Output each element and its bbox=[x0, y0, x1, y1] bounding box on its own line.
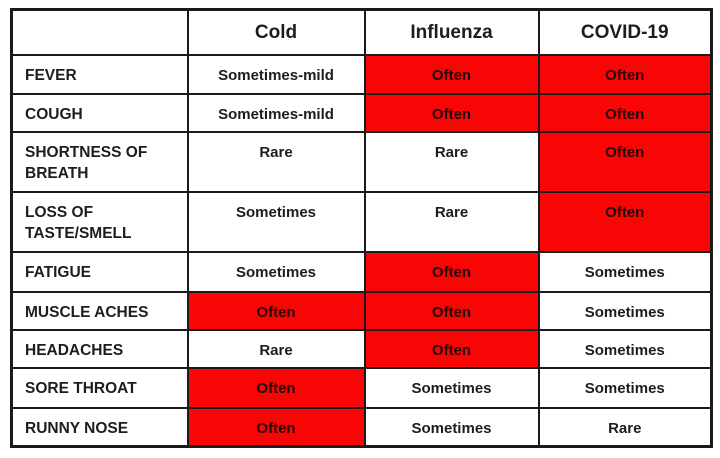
table-row-headaches: HEADACHES Rare Often Sometimes bbox=[10, 328, 713, 369]
cell-muscle-aches-covid19: Sometimes bbox=[537, 290, 713, 331]
row-label-runny-nose: RUNNY NOSE bbox=[10, 406, 189, 447]
cell-shortness-of-breath-covid19: Often bbox=[537, 130, 713, 193]
cell-fever-influenza: Often bbox=[363, 53, 540, 95]
cell-fatigue-covid19: Sometimes bbox=[537, 250, 713, 293]
cell-fever-cold: Sometimes-mild bbox=[186, 53, 366, 95]
table-row-fatigue: FATIGUE Sometimes Often Sometimes bbox=[10, 250, 713, 293]
table-row-runny-nose: RUNNY NOSE Often Sometimes Rare bbox=[10, 406, 713, 447]
table-row-cough: COUGH Sometimes-mild Often Often bbox=[10, 92, 713, 133]
cell-sore-throat-influenza: Sometimes bbox=[363, 366, 540, 409]
row-label-cough: COUGH bbox=[10, 92, 189, 133]
cell-headaches-covid19: Sometimes bbox=[537, 328, 713, 369]
cell-cough-influenza: Often bbox=[363, 92, 540, 133]
row-label-fever: FEVER bbox=[10, 53, 189, 95]
table-body: FEVER Sometimes-mild Often Often COUGH S… bbox=[10, 53, 713, 447]
column-header-influenza: Influenza bbox=[363, 8, 540, 56]
cell-runny-nose-influenza: Sometimes bbox=[363, 406, 540, 447]
table-header: Cold Influenza COVID-19 bbox=[10, 8, 713, 56]
cell-fatigue-influenza: Often bbox=[363, 250, 540, 293]
row-label-headaches: HEADACHES bbox=[10, 328, 189, 369]
header-row: Cold Influenza COVID-19 bbox=[10, 8, 713, 56]
corner-cell bbox=[10, 8, 189, 56]
cell-cough-cold: Sometimes-mild bbox=[186, 92, 366, 133]
cell-fatigue-cold: Sometimes bbox=[186, 250, 366, 293]
cell-headaches-cold: Rare bbox=[186, 328, 366, 369]
column-header-cold: Cold bbox=[186, 8, 366, 56]
symptom-comparison-table: Cold Influenza COVID-19 FEVER Sometimes-… bbox=[10, 8, 713, 448]
cell-shortness-of-breath-influenza: Rare bbox=[363, 130, 540, 193]
row-label-fatigue: FATIGUE bbox=[10, 250, 189, 293]
cell-loss-of-taste-smell-covid19: Often bbox=[537, 190, 713, 253]
table-row-muscle-aches: MUSCLE ACHES Often Often Sometimes bbox=[10, 290, 713, 331]
cell-sore-throat-covid19: Sometimes bbox=[537, 366, 713, 409]
cell-headaches-influenza: Often bbox=[363, 328, 540, 369]
row-label-loss-of-taste-smell: LOSS OF TASTE/SMELL bbox=[10, 190, 189, 253]
symptom-comparison-page: Cold Influenza COVID-19 FEVER Sometimes-… bbox=[10, 8, 713, 448]
cell-loss-of-taste-smell-cold: Sometimes bbox=[186, 190, 366, 253]
cell-muscle-aches-influenza: Often bbox=[363, 290, 540, 331]
row-label-sore-throat: SORE THROAT bbox=[10, 366, 189, 409]
cell-cough-covid19: Often bbox=[537, 92, 713, 133]
table-row-loss-of-taste-smell: LOSS OF TASTE/SMELL Sometimes Rare Often bbox=[10, 190, 713, 253]
cell-runny-nose-cold: Often bbox=[186, 406, 366, 447]
row-label-shortness-of-breath: SHORTNESS OF BREATH bbox=[10, 130, 189, 193]
table-row-sore-throat: SORE THROAT Often Sometimes Sometimes bbox=[10, 366, 713, 409]
cell-shortness-of-breath-cold: Rare bbox=[186, 130, 366, 193]
row-label-muscle-aches: MUSCLE ACHES bbox=[10, 290, 189, 331]
cell-sore-throat-cold: Often bbox=[186, 366, 366, 409]
cell-loss-of-taste-smell-influenza: Rare bbox=[363, 190, 540, 253]
cell-muscle-aches-cold: Often bbox=[186, 290, 366, 331]
cell-fever-covid19: Often bbox=[537, 53, 713, 95]
table-row-fever: FEVER Sometimes-mild Often Often bbox=[10, 53, 713, 95]
column-header-covid19: COVID-19 bbox=[537, 8, 713, 56]
cell-runny-nose-covid19: Rare bbox=[537, 406, 713, 447]
table-row-shortness-of-breath: SHORTNESS OF BREATH Rare Rare Often bbox=[10, 130, 713, 193]
